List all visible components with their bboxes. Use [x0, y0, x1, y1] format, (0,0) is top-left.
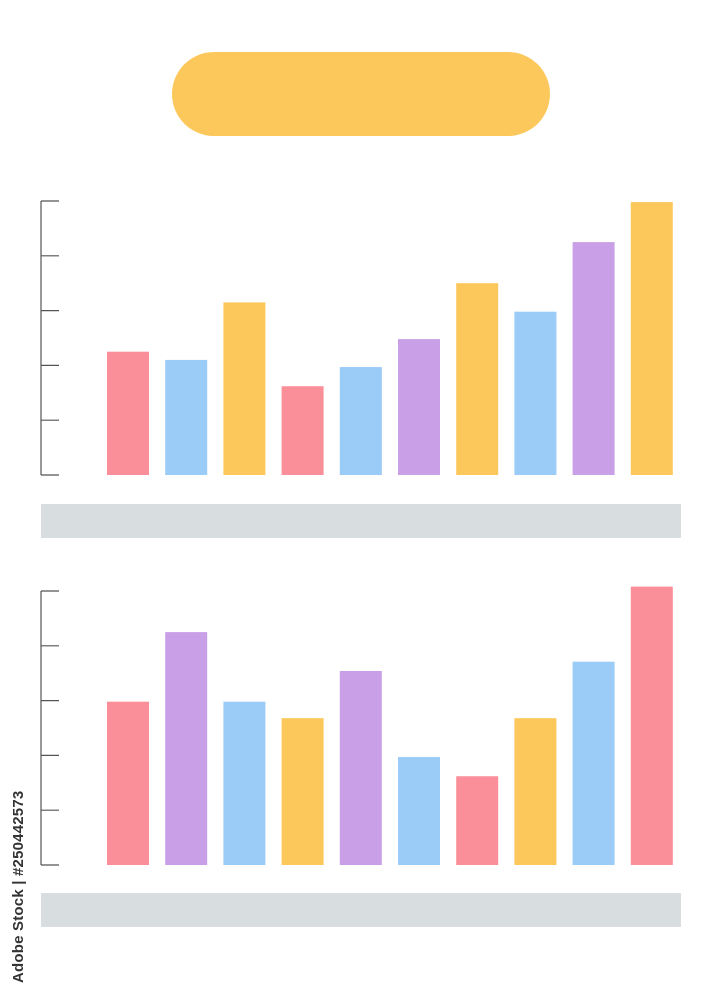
caption-bar-bottom [41, 893, 681, 927]
bar-4 [281, 386, 324, 475]
bar-5 [339, 367, 382, 475]
bar-3 [223, 302, 266, 475]
bar-8 [514, 311, 557, 475]
bar-chart-top [40, 200, 673, 476]
bar-4 [281, 718, 324, 865]
stock-id-label: Adobe Stock | #250442573 [10, 790, 27, 983]
bar-6 [398, 339, 440, 475]
bar-2 [165, 632, 208, 865]
bar-9 [572, 242, 615, 475]
bar-7 [456, 776, 499, 865]
title-pill [172, 52, 550, 136]
bar-6 [398, 757, 440, 865]
caption-bar-top [41, 504, 681, 538]
bar-9 [572, 661, 615, 865]
bar-chart-bottom [40, 586, 673, 866]
bar-2 [165, 359, 208, 475]
bar-7 [456, 283, 499, 475]
bar-8 [514, 718, 557, 865]
bar-1 [107, 701, 149, 865]
bar-3 [223, 701, 266, 865]
bar-1 [107, 351, 149, 475]
bar-10 [630, 202, 673, 475]
bar-10 [630, 586, 673, 865]
bar-5 [339, 671, 382, 865]
